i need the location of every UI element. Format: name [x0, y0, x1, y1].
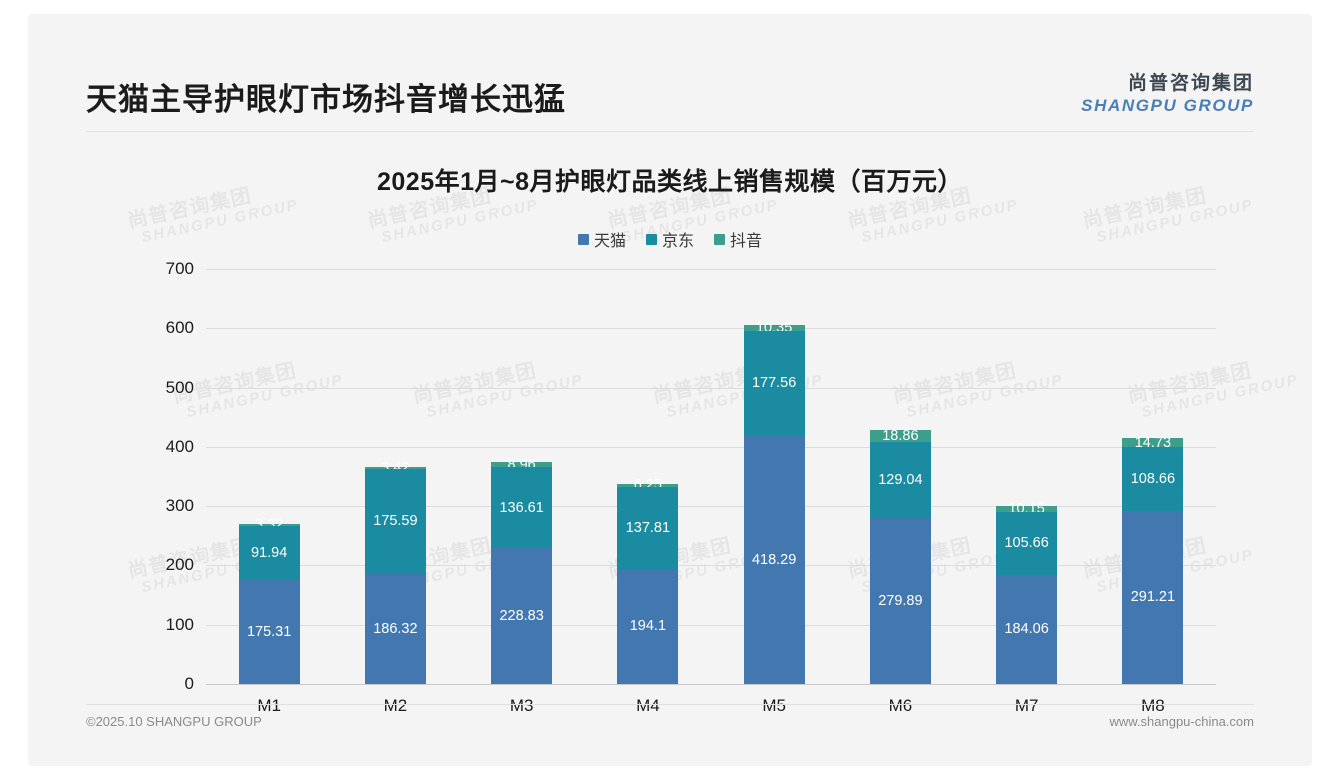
bar-segment-抖音-M8[interactable]: 14.73 — [1122, 434, 1184, 451]
y-axis-tick-label: 400 — [165, 436, 194, 456]
bar-value-label: 175.31 — [246, 623, 292, 640]
slide-canvas: 尚普咨询集团 SHANGPU GROUP 尚普咨询集团 SHANGPU GROUP 尚普… — [28, 14, 1312, 766]
x-axis-tick-label: M6 — [888, 696, 913, 715]
x-axis-tick-label: M3 — [509, 696, 534, 715]
y-axis-tick-label: 600 — [165, 318, 194, 338]
y-axis-tick-label: 700 — [165, 259, 194, 278]
bar-segment-天猫-M8[interactable]: 291.21 — [1122, 511, 1184, 684]
legend-item-天猫[interactable]: 天猫 — [577, 227, 626, 251]
legend-swatch-icon — [714, 233, 725, 245]
x-axis-tick-label: M8 — [1141, 696, 1165, 715]
bar-value-label: 136.61 — [499, 499, 544, 516]
chart-title: 2025年1月~8月护眼灯品类线上销售规模（百万元） — [376, 168, 964, 196]
legend-item-京东[interactable]: 京东 — [645, 227, 694, 251]
page-title: 天猫主导护眼灯市场抖音增长迅猛 — [86, 82, 566, 117]
bar-value-label: 186.32 — [373, 620, 418, 637]
bar-segment-京东-M2[interactable]: 175.59 — [364, 469, 426, 574]
legend-swatch-icon — [577, 233, 589, 245]
bar-segment-天猫-M2[interactable]: 186.32 — [364, 573, 426, 684]
bar-value-label: 175.59 — [373, 513, 418, 530]
bar-value-label: 279.89 — [878, 592, 923, 609]
legend-label: 天猫 — [593, 233, 626, 250]
chart-plot-area: 0 100 200 300 400 500 600 700 3.32 91.94 175.31 M1… — [166, 259, 1216, 715]
bar-column-M6[interactable]: 18.86 129.04 279.89 M6 — [869, 269, 931, 715]
bar-column-M4[interactable]: 6.25 137.81 194.1 M4 — [617, 269, 679, 715]
gridline — [206, 506, 1216, 508]
bar-value-label: 418.29 — [751, 551, 797, 568]
bar-segment-天猫-M3[interactable]: 228.83 — [491, 548, 553, 684]
bar-segment-京东-M5[interactable]: 177.56 — [743, 330, 805, 437]
gridline — [206, 269, 1216, 270]
bar-column-M8[interactable]: 14.73 108.66 291.21 M8 — [1122, 269, 1184, 715]
bar-value-label: 129.04 — [878, 471, 923, 488]
slide-footer: ©2025.10 SHANGPU GROUP www.shangpu-china… — [86, 704, 1254, 736]
bar-value-label: 194.1 — [629, 618, 667, 635]
bar-value-label: 228.83 — [499, 607, 544, 624]
bar-value-label: 91.94 — [250, 544, 288, 561]
bar-segment-天猫-M5[interactable]: 418.29 — [743, 436, 805, 684]
bar-value-label: 105.66 — [1004, 535, 1049, 552]
slide-header: 天猫主导护眼灯市场抖音增长迅猛 尚普咨询集团 SHANGPU GROUP — [86, 58, 1254, 132]
y-axis-tick-label: 300 — [165, 496, 194, 516]
bar-column-M2[interactable]: 3.42 175.59 186.32 M2 — [364, 269, 426, 715]
bar-value-label: 18.86 — [882, 427, 919, 444]
gridline — [206, 446, 1216, 448]
logo-chinese-text: 尚普咨询集团 — [1127, 73, 1254, 94]
bar-value-label: 137.81 — [625, 519, 671, 536]
bar-segment-天猫-M1[interactable]: 175.31 — [238, 580, 300, 684]
x-axis-tick-label: M2 — [383, 696, 408, 715]
bar-segment-京东-M1[interactable]: 91.94 — [238, 525, 300, 581]
bar-value-label: 177.56 — [751, 375, 797, 392]
x-axis-tick-label: M7 — [1014, 696, 1039, 715]
y-axis-tick-label: 0 — [184, 674, 194, 693]
gridline — [206, 624, 1216, 626]
gridline — [206, 328, 1216, 330]
bar-segment-天猫-M4[interactable]: 194.1 — [617, 568, 679, 684]
bar-column-M5[interactable]: 10.35 177.56 418.29 M5 — [743, 269, 805, 715]
bar-value-label: 291.21 — [1130, 589, 1176, 606]
legend-swatch-icon — [645, 233, 657, 245]
chart-legend: 天猫 京东 抖音 — [28, 227, 1312, 251]
bar-column-M1[interactable]: 3.32 91.94 175.31 M1 — [238, 269, 300, 715]
bar-segment-京东-M6[interactable]: 129.04 — [869, 441, 931, 519]
y-axis-tick-label: 200 — [165, 555, 194, 575]
legend-item-抖音[interactable]: 抖音 — [714, 227, 762, 251]
bar-segment-京东-M8[interactable]: 108.66 — [1122, 446, 1184, 512]
bar-segment-京东-M7[interactable]: 105.66 — [996, 512, 1058, 575]
y-axis-tick-label: 500 — [165, 377, 194, 397]
company-logo: 尚普咨询集团 SHANGPU GROUP — [1081, 72, 1254, 116]
gridline — [206, 565, 1216, 567]
footer-website: www.shangpu-china.com — [1109, 714, 1254, 729]
bar-value-label: 184.06 — [1004, 621, 1049, 638]
bar-value-label: 14.73 — [1134, 434, 1172, 451]
bar-value-label: 108.66 — [1130, 470, 1176, 487]
gridline — [206, 684, 1216, 685]
bar-segment-天猫-M7[interactable]: 184.06 — [996, 574, 1058, 684]
x-axis-tick-label: M4 — [636, 696, 660, 715]
bar-group: 3.32 91.94 175.31 M1 3.42 175.59 186.32 M2 8.96 1… — [206, 269, 1216, 715]
logo-english-text: SHANGPU GROUP — [1081, 95, 1254, 115]
bar-column-M7[interactable]: 10.15 105.66 184.06 M7 — [996, 269, 1058, 715]
x-axis-tick-label: M1 — [257, 696, 281, 715]
bar-segment-京东-M3[interactable]: 136.61 — [491, 467, 553, 549]
bar-segment-天猫-M6[interactable]: 279.89 — [869, 518, 931, 684]
gridline — [206, 387, 1216, 389]
x-axis-tick-label: M5 — [762, 696, 786, 715]
legend-label: 京东 — [661, 233, 694, 250]
bar-segment-抖音-M6[interactable]: 18.86 — [869, 427, 931, 444]
bar-segment-京东-M4[interactable]: 137.81 — [617, 487, 679, 569]
bar-column-M3[interactable]: 8.96 136.61 228.83 M3 — [491, 269, 553, 715]
footer-copyright: ©2025.10 SHANGPU GROUP — [86, 714, 262, 729]
legend-label: 抖音 — [730, 233, 763, 250]
y-axis-tick-label: 100 — [165, 614, 194, 634]
